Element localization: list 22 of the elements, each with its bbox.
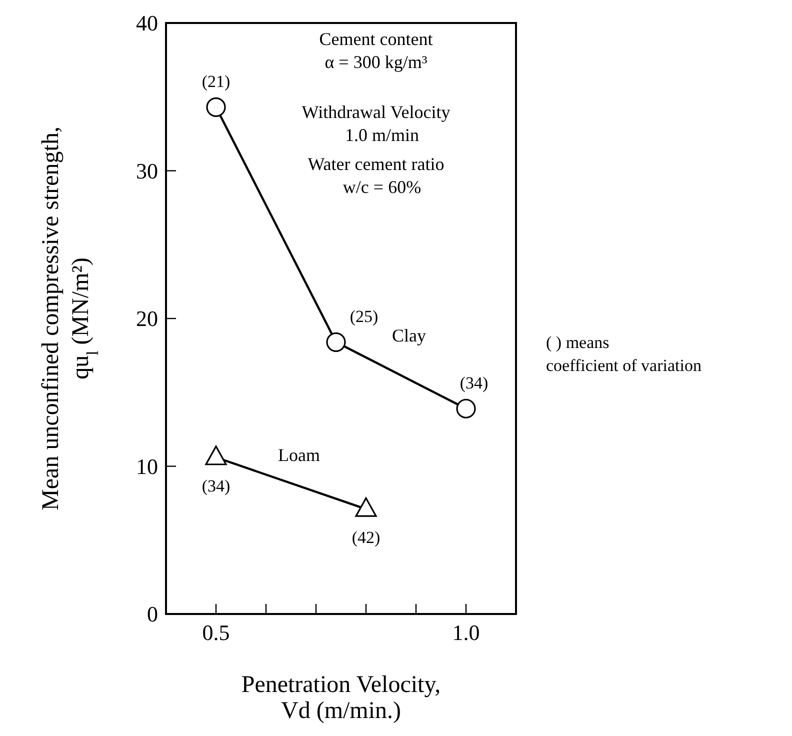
series-label: Clay [392, 325, 426, 346]
annotation: (21) [202, 72, 230, 92]
y-tick-label: 0 [147, 602, 158, 627]
x-tick-label: 0.5 [202, 620, 230, 645]
annotation: Cement content α = 300 kg/m³ [319, 29, 433, 72]
annotation: (34) [202, 476, 230, 496]
point [326, 332, 346, 352]
point [206, 97, 226, 118]
y-tick-label: 40 [136, 10, 158, 36]
annotation: (34) [460, 374, 488, 393]
y-tick-label: 30 [136, 158, 158, 184]
y-tick-label: 10 [136, 454, 158, 479]
series-label: Loam [278, 445, 320, 466]
point [456, 398, 476, 418]
annotation: Water cement ratio w/c = 60% [308, 154, 444, 197]
x-axis-title: Penetration Velocity, Vd (m/min.) [241, 672, 441, 724]
annotation: (42) [352, 528, 380, 548]
text: ( ) means coefficient of variation [546, 333, 702, 376]
x-tick-label: 1.0 [452, 620, 480, 645]
annotation: Withdrawal Velocity 1.0 m/min [302, 102, 450, 145]
y-tick-label: 20 [136, 306, 158, 332]
annotation: (25) [350, 307, 378, 326]
